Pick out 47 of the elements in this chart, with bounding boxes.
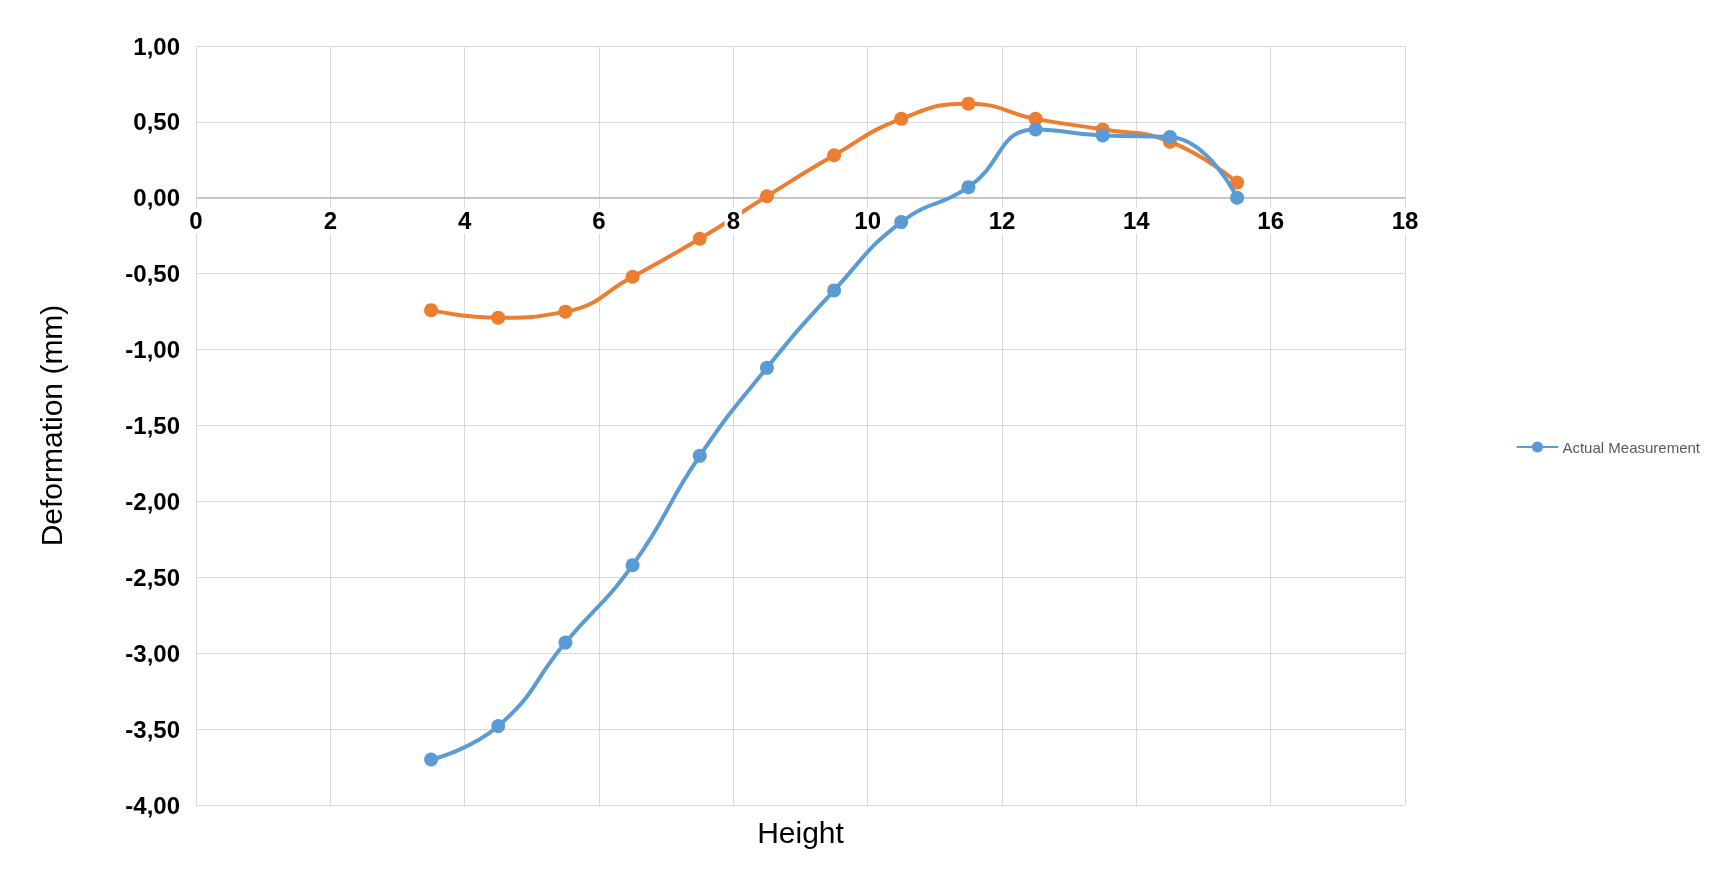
point bbox=[827, 148, 842, 163]
point bbox=[759, 360, 774, 375]
y-tick-label: -3,00 bbox=[125, 639, 180, 667]
point bbox=[424, 303, 439, 318]
x-tick-label: 18 bbox=[1391, 207, 1419, 235]
point bbox=[759, 189, 774, 204]
point bbox=[1028, 122, 1043, 137]
point bbox=[491, 719, 506, 734]
point bbox=[894, 215, 909, 230]
point bbox=[625, 558, 640, 573]
x-tick-label: 12 bbox=[988, 207, 1016, 235]
x-tick-label: 8 bbox=[726, 207, 741, 235]
point bbox=[558, 304, 573, 319]
y-tick-label: -3,50 bbox=[125, 715, 180, 743]
point bbox=[827, 283, 842, 298]
point bbox=[961, 96, 976, 111]
y-tick-label: 0,50 bbox=[133, 108, 180, 136]
x-axis-title: Height bbox=[757, 815, 845, 849]
x-tick-label: 16 bbox=[1257, 207, 1285, 235]
point bbox=[1230, 175, 1245, 190]
y-tick-label: -2,50 bbox=[125, 563, 180, 591]
y-tick-label: 0,00 bbox=[133, 184, 180, 212]
y-tick-label: -1,00 bbox=[125, 336, 180, 364]
point bbox=[1162, 130, 1177, 145]
x-tick-label: 2 bbox=[323, 207, 338, 235]
point bbox=[961, 180, 976, 195]
x-tick-label: 6 bbox=[592, 207, 606, 235]
x-tick-label: 14 bbox=[1122, 207, 1151, 235]
point bbox=[491, 310, 506, 325]
y-tick-label: -1,50 bbox=[125, 412, 180, 439]
point bbox=[692, 448, 707, 463]
point bbox=[1095, 128, 1110, 143]
point bbox=[424, 752, 439, 767]
legend-label: Actual Measurement bbox=[1562, 438, 1701, 456]
point bbox=[894, 111, 909, 126]
point bbox=[625, 269, 640, 284]
x-tick-label: 0 bbox=[189, 207, 203, 235]
y-axis-title: Deformation (mm) bbox=[34, 304, 68, 547]
point bbox=[1230, 190, 1245, 205]
x-tick-label: 4 bbox=[457, 207, 472, 235]
y-tick-label: 1,00 bbox=[133, 32, 180, 60]
point bbox=[692, 231, 707, 246]
y-tick-label: -4,00 bbox=[125, 791, 180, 819]
point bbox=[558, 635, 573, 650]
y-tick-label: -0,50 bbox=[125, 260, 180, 288]
x-tick-label: 10 bbox=[854, 207, 882, 235]
y-tick-label: -2,00 bbox=[125, 487, 180, 515]
